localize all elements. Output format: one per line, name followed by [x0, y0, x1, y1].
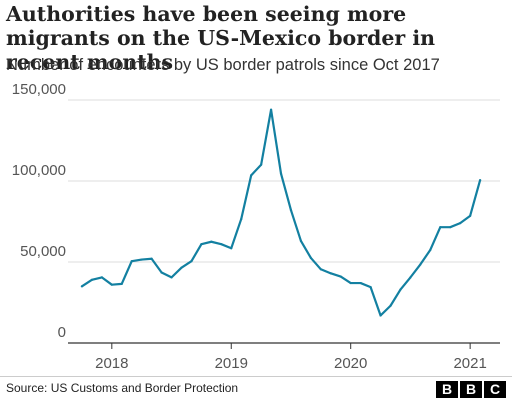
data-point: [150, 257, 153, 260]
data-point: [90, 278, 94, 281]
data-point: [260, 163, 263, 166]
logo-letter: B: [460, 381, 482, 398]
data-point: [299, 239, 303, 243]
data-point: [349, 281, 352, 285]
y-tick-label: 50,000: [20, 243, 66, 260]
data-point: [289, 209, 293, 212]
grid-lines: [68, 99, 500, 349]
bbc-logo: B B C: [436, 381, 506, 398]
data-point: [478, 179, 482, 182]
data-point: [399, 288, 402, 291]
data-point: [100, 276, 103, 279]
data-point: [309, 256, 312, 260]
data-point: [230, 247, 233, 250]
y-tick-label: 150,000: [12, 81, 66, 98]
data-point: [160, 271, 163, 274]
line-chart: 0 50,000 100,000 150,000 2018 2019 2020 2021: [12, 81, 500, 372]
data-point: [339, 275, 342, 278]
data-point: [469, 214, 472, 217]
data-point: [110, 283, 113, 286]
data-point: [359, 281, 362, 285]
series-line: [80, 108, 482, 317]
x-tick-label: 2021: [453, 355, 486, 372]
logo-letter: C: [484, 381, 506, 398]
data-point: [369, 286, 372, 289]
data-point: [210, 240, 213, 243]
data-point: [80, 285, 84, 288]
data-point: [429, 248, 432, 251]
data-point: [190, 260, 193, 263]
y-tick-labels: 0 50,000 100,000 150,000: [12, 81, 66, 341]
data-point: [379, 314, 382, 317]
y-tick-label: 100,000: [12, 162, 66, 179]
source-note: Source: US Customs and Border Protection: [6, 381, 239, 395]
data-point: [269, 108, 273, 111]
data-point: [130, 260, 133, 263]
chart-title: Authorities have been seeing more migran…: [6, 2, 436, 74]
data-point: [140, 258, 143, 261]
data-point: [180, 266, 183, 269]
data-point: [279, 172, 283, 175]
data-point: [250, 174, 253, 177]
data-point: [409, 276, 412, 279]
logo-letter: B: [436, 381, 458, 398]
data-point: [200, 243, 203, 246]
data-point: [220, 243, 223, 246]
y-tick-label: 0: [58, 324, 66, 341]
x-tick-label: 2019: [215, 355, 248, 372]
x-tick-labels: 2018 2019 2020 2021: [95, 355, 487, 372]
x-tick-label: 2020: [334, 355, 367, 372]
data-point: [459, 222, 462, 225]
data-point: [120, 282, 123, 285]
data-point: [389, 304, 392, 307]
data-point: [240, 217, 243, 221]
data-points: [80, 108, 482, 317]
chart-subtitle: Number of encounters by US border patrol…: [6, 56, 440, 74]
series-layer: [80, 108, 482, 317]
data-point: [449, 226, 452, 229]
footer-divider: [0, 376, 512, 377]
data-point: [329, 272, 332, 275]
data-point: [439, 226, 442, 229]
x-tick-label: 2018: [95, 355, 128, 372]
data-point: [319, 268, 322, 271]
data-point: [419, 263, 422, 266]
data-point: [170, 276, 173, 279]
